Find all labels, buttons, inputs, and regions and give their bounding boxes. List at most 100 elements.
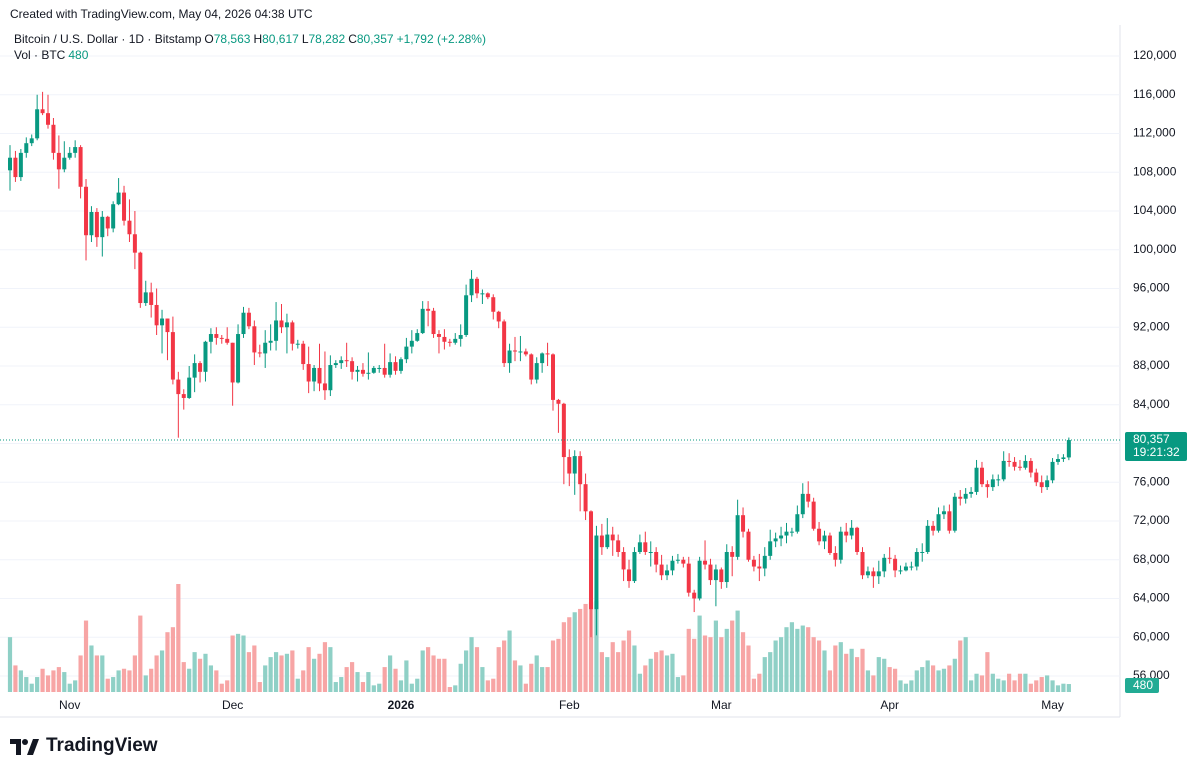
candle-body (654, 552, 659, 565)
candle-body (165, 318, 170, 333)
candle-body (659, 564, 664, 576)
volume-bar (816, 640, 822, 692)
candle-body (371, 367, 376, 373)
candle-body (730, 552, 735, 557)
candle-body (757, 566, 762, 569)
candle-body (8, 157, 12, 171)
candle-body (388, 362, 393, 375)
candle-body (670, 560, 675, 571)
volume-bar (588, 602, 594, 692)
volume-bar (735, 610, 740, 692)
y-tick-label: 104,000 (1133, 203, 1177, 217)
candle-body (561, 403, 566, 458)
candle-body (512, 350, 517, 352)
candle-body (681, 559, 686, 564)
volume-bar (349, 662, 355, 692)
candle-body (599, 535, 604, 548)
volume-bar (474, 647, 480, 692)
candle-body (675, 559, 680, 561)
candle-body (40, 109, 45, 114)
volume-bar (941, 668, 947, 692)
y-tick-label: 60,000 (1133, 629, 1170, 643)
volume-bar (594, 600, 599, 692)
candle-body (838, 531, 843, 560)
candle-body (914, 552, 919, 567)
candle-body (985, 484, 990, 488)
candle-body (822, 535, 827, 542)
candle-body (1055, 459, 1060, 462)
volume-bar (773, 640, 778, 692)
volume-bar (485, 680, 490, 692)
candle-body (1034, 472, 1039, 483)
candle-body (789, 531, 794, 533)
volume-bar (322, 642, 328, 692)
y-tick-label: 120,000 (1133, 48, 1177, 62)
candle-body (1012, 461, 1017, 467)
candle-body (51, 124, 56, 153)
candle-body (393, 362, 398, 371)
volume-bar (176, 584, 181, 692)
candle-body (860, 552, 865, 576)
candle-body (426, 308, 431, 311)
volume-bar (947, 665, 952, 692)
volume-tag-label: 480 (1133, 678, 1153, 692)
volume-bar (518, 665, 523, 692)
volume-bar (311, 658, 317, 692)
volume-bar (730, 620, 735, 692)
candle-body (447, 341, 452, 343)
candle-body (62, 157, 67, 170)
volume-bar (882, 658, 887, 692)
volume-bar (480, 667, 485, 692)
volume-bar (931, 665, 936, 692)
candle-body (1017, 466, 1022, 468)
change: +1,792 (+2.28%) (396, 32, 486, 46)
volume-bar (545, 667, 550, 692)
candle-body (203, 341, 208, 372)
volume-bar (806, 627, 811, 692)
volume-bar (778, 637, 784, 692)
candle-body (431, 310, 436, 335)
volume-bar (187, 668, 192, 692)
x-tick-label: Dec (222, 698, 243, 712)
candle-body (78, 147, 83, 187)
ohlc-key: H (253, 32, 263, 46)
volume-bar (1066, 684, 1071, 692)
candle-body (697, 560, 702, 599)
y-tick-label: 92,000 (1133, 319, 1170, 333)
volume-bar (952, 658, 957, 692)
x-tick-label: Feb (559, 698, 580, 712)
candle-body (974, 467, 979, 492)
candle-body (208, 334, 213, 342)
candle-body (903, 566, 908, 571)
candle-body (724, 552, 729, 583)
volume-bar (496, 647, 501, 692)
volume-bar (621, 640, 626, 692)
candle-body (312, 367, 317, 382)
candle-body (176, 379, 181, 395)
candle-body (464, 295, 469, 335)
candle-body (855, 527, 860, 552)
candle-body (491, 297, 496, 312)
candle-body (621, 552, 626, 570)
candle-body (290, 322, 295, 344)
volume-bar (458, 663, 463, 692)
candle-body (122, 192, 127, 221)
x-tick-label: Apr (880, 698, 899, 712)
volume-bar (963, 637, 968, 692)
candle-body (572, 456, 577, 474)
y-tick-label: 100,000 (1133, 242, 1177, 256)
volume-bar (789, 622, 795, 692)
candle-body (84, 186, 89, 236)
volume-bar (89, 645, 94, 692)
candle-body (284, 322, 289, 328)
candle-body (398, 359, 403, 371)
candle-body (551, 354, 555, 400)
candle-body (485, 293, 490, 298)
x-tick-label: Mar (711, 698, 732, 712)
volume-bar (898, 680, 903, 692)
candle-body (317, 367, 322, 384)
y-tick-label: 76,000 (1133, 474, 1170, 488)
volume-bar (306, 647, 311, 692)
candle-body (1045, 480, 1050, 488)
candle-body (692, 592, 697, 599)
